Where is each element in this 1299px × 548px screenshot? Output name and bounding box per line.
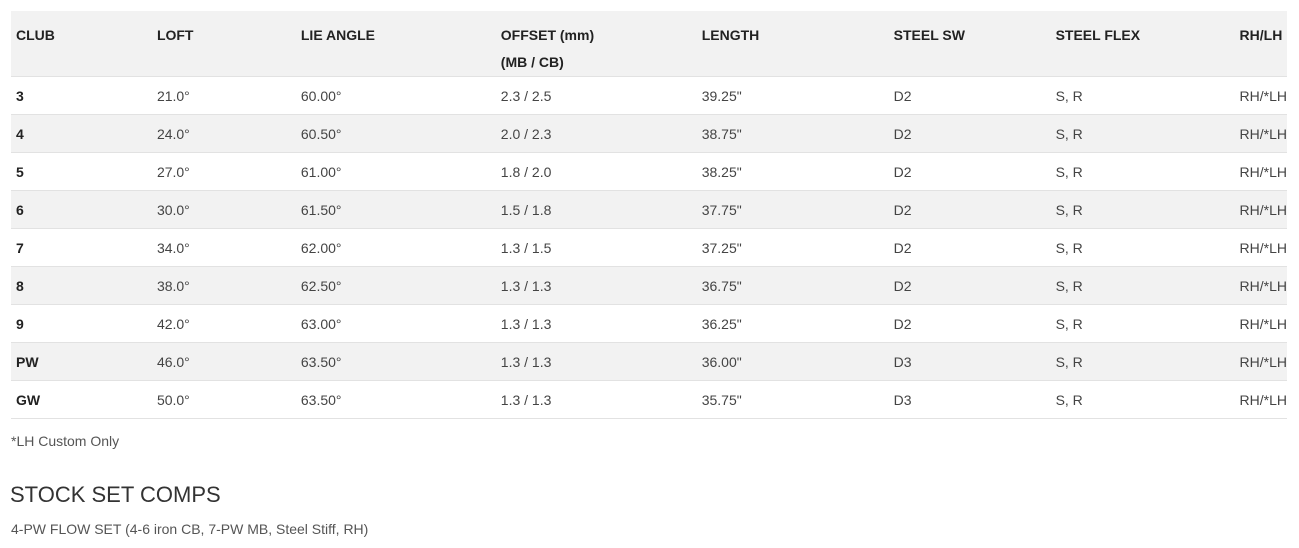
table-cell: 34.0° xyxy=(151,228,296,267)
table-cell: 60.00° xyxy=(295,76,496,115)
stock-set-heading: STOCK SET COMPS xyxy=(10,482,221,507)
table-row: 6 30.0° 61.50° 1.5 / 1.8 37.75" D2 S, R RH/*LH xyxy=(11,190,1287,229)
table-cell: D3 xyxy=(888,380,1051,419)
table-row: 7 34.0° 62.00° 1.3 / 1.5 37.25" D2 S, R RH/*LH xyxy=(11,228,1287,267)
table-cell: 1.8 / 2.0 xyxy=(495,152,697,191)
table-cell: 8 xyxy=(11,266,152,305)
table-cell: RH/*LH xyxy=(1234,342,1287,381)
table-cell: D2 xyxy=(888,76,1051,115)
table-cell: PW xyxy=(11,342,152,381)
column-header: LOFT xyxy=(151,11,296,77)
stock-set-description: 4-PW FLOW SET (4-6 iron CB, 7-PW MB, Ste… xyxy=(11,521,369,537)
lh-custom-note: *LH Custom Only xyxy=(11,433,120,449)
table-cell: 1.3 / 1.3 xyxy=(495,266,697,305)
table-cell: 30.0° xyxy=(151,190,296,229)
table-cell: 24.0° xyxy=(151,114,296,153)
table-cell: S, R xyxy=(1050,76,1235,115)
table-row: GW 50.0° 63.50° 1.3 / 1.3 35.75" D3 S, R RH/*LH xyxy=(11,380,1287,419)
table-cell: 63.50° xyxy=(295,380,496,419)
table-cell: 50.0° xyxy=(151,380,296,419)
table-cell: D2 xyxy=(888,190,1051,229)
table-cell: 1.3 / 1.5 xyxy=(495,228,697,267)
table-cell: 1.3 / 1.3 xyxy=(495,304,697,343)
column-header: RH/LH xyxy=(1234,11,1287,77)
table-row: 9 42.0° 63.00° 1.3 / 1.3 36.25" D2 S, R RH/*LH xyxy=(11,304,1287,343)
table-cell: D2 xyxy=(888,304,1051,343)
specs-table: CLUB LOFT LIE ANGLE OFFSET (mm) (MB / CB) LE… xyxy=(11,11,1287,419)
table-cell: RH/*LH xyxy=(1234,228,1287,267)
table-cell: 35.75" xyxy=(696,380,889,419)
table-cell: 6 xyxy=(11,190,152,229)
column-header: STEEL SW xyxy=(888,11,1051,77)
table-cell: S, R xyxy=(1050,266,1235,305)
table-cell: RH/*LH xyxy=(1234,114,1287,153)
table-cell: 2.3 / 2.5 xyxy=(495,76,697,115)
table-cell: 42.0° xyxy=(151,304,296,343)
table-cell: 38.0° xyxy=(151,266,296,305)
table-cell: 63.50° xyxy=(295,342,496,381)
column-header: LIE ANGLE xyxy=(295,11,496,77)
table-cell: 1.3 / 1.3 xyxy=(495,342,697,381)
table-cell: 1.5 / 1.8 xyxy=(495,190,697,229)
table-cell: 39.25" xyxy=(696,76,889,115)
table-cell: RH/*LH xyxy=(1234,152,1287,191)
table-cell: 27.0° xyxy=(151,152,296,191)
table-cell: 62.00° xyxy=(295,228,496,267)
table-cell: 61.00° xyxy=(295,152,496,191)
column-header: LENGTH xyxy=(696,11,889,77)
table-cell: 60.50° xyxy=(295,114,496,153)
table-cell: RH/*LH xyxy=(1234,266,1287,305)
column-header: CLUB xyxy=(11,11,152,77)
table-cell: S, R xyxy=(1050,342,1235,381)
table-cell: S, R xyxy=(1050,380,1235,419)
table-cell: 36.75" xyxy=(696,266,889,305)
table-cell: 36.25" xyxy=(696,304,889,343)
column-header: OFFSET (mm) (MB / CB) xyxy=(495,11,697,77)
table-row: 4 24.0° 60.50° 2.0 / 2.3 38.75" D2 S, R RH/*LH xyxy=(11,114,1287,153)
table-cell: 63.00° xyxy=(295,304,496,343)
table-cell: 62.50° xyxy=(295,266,496,305)
table-cell: RH/*LH xyxy=(1234,304,1287,343)
table-cell: 3 xyxy=(11,76,152,115)
table-cell: 4 xyxy=(11,114,152,153)
table-cell: GW xyxy=(11,380,152,419)
table-cell: 37.75" xyxy=(696,190,889,229)
table-cell: 9 xyxy=(11,304,152,343)
table-cell: 46.0° xyxy=(151,342,296,381)
column-header: STEEL FLEX xyxy=(1050,11,1235,77)
table-cell: S, R xyxy=(1050,152,1235,191)
table-cell: 36.00" xyxy=(696,342,889,381)
table-cell: S, R xyxy=(1050,228,1235,267)
table-cell: 1.3 / 1.3 xyxy=(495,380,697,419)
table-header-row: CLUB LOFT LIE ANGLE OFFSET (mm) (MB / CB) LE… xyxy=(11,11,1287,77)
table-cell: D2 xyxy=(888,266,1051,305)
table-cell: S, R xyxy=(1050,114,1235,153)
table-cell: 7 xyxy=(11,228,152,267)
table-cell: RH/*LH xyxy=(1234,76,1287,115)
table-cell: RH/*LH xyxy=(1234,190,1287,229)
table-cell: 2.0 / 2.3 xyxy=(495,114,697,153)
table-cell: 61.50° xyxy=(295,190,496,229)
table-cell: 5 xyxy=(11,152,152,191)
table-cell: 37.25" xyxy=(696,228,889,267)
table-cell: 38.75" xyxy=(696,114,889,153)
table-row: 5 27.0° 61.00° 1.8 / 2.0 38.25" D2 S, R RH/*LH xyxy=(11,152,1287,191)
table-cell: RH/*LH xyxy=(1234,380,1287,419)
table-cell: S, R xyxy=(1050,190,1235,229)
table-cell: D2 xyxy=(888,114,1051,153)
table-cell: 38.25" xyxy=(696,152,889,191)
table-row: 8 38.0° 62.50° 1.3 / 1.3 36.75" D2 S, R RH/*LH xyxy=(11,266,1287,305)
table-row: 3 21.0° 60.00° 2.3 / 2.5 39.25" D2 S, R RH/*LH xyxy=(11,76,1287,115)
table-cell: 21.0° xyxy=(151,76,296,115)
table-cell: D2 xyxy=(888,228,1051,267)
table-cell: S, R xyxy=(1050,304,1235,343)
table-cell: D2 xyxy=(888,152,1051,191)
table-cell: D3 xyxy=(888,342,1051,381)
table-row: PW 46.0° 63.50° 1.3 / 1.3 36.00" D3 S, R RH/*LH xyxy=(11,342,1287,381)
